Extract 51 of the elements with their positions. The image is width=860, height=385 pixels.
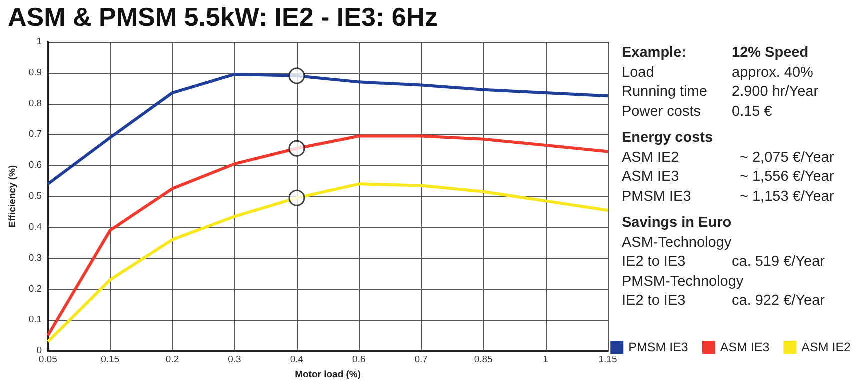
text: PMSM IE3 — [622, 188, 692, 206]
text: ASM-Technology — [622, 234, 732, 252]
chart-title: ASM & PMSM 5.5kW: IE2 - IE3: 6Hz — [8, 2, 438, 33]
x-tick-label: 0.7 — [414, 354, 428, 366]
legend-label: ASM IE3 — [720, 340, 770, 354]
x-tick-label: 1.15 — [598, 354, 618, 366]
y-tick-label: 0.4 — [28, 222, 42, 233]
text: Savings in Euro — [622, 214, 732, 233]
line-series — [46, 134, 610, 338]
x-tick-label: 1 — [543, 354, 548, 366]
text: ~ 2,075 €/Year — [739, 148, 834, 168]
x-tick-label: 0.2 — [166, 354, 180, 366]
line-series — [46, 182, 610, 344]
text: Load — [622, 64, 656, 82]
text: Power costs — [622, 102, 702, 122]
y-tick-label: 0.3 — [28, 252, 42, 264]
y-tick-label: 0.9 — [28, 67, 42, 78]
y-tick-label: 1 — [36, 36, 42, 48]
text: Example: — [622, 44, 688, 63]
text: approx. 40% — [732, 64, 814, 82]
text: 12% Speed — [732, 44, 809, 63]
legend-label: PMSM IE3 — [628, 340, 688, 354]
y-tick-label: 0.7 — [28, 129, 42, 140]
text: ca. 922 €/Year — [732, 292, 825, 311]
text: Energy costs — [622, 129, 714, 148]
x-tick-label: 0.05 — [38, 354, 58, 366]
y-tick-label: 0.5 — [28, 191, 42, 202]
text: Running time — [622, 83, 708, 102]
text: ~ 1,556 €/Year — [739, 168, 834, 187]
x-tick-label: 0.85 — [474, 354, 493, 366]
text: PMSM-Technology — [622, 272, 744, 292]
x-axis-title: Motor load (%) — [295, 370, 362, 380]
x-tick-label: 0.3 — [228, 354, 242, 366]
y-tick-label: 0.8 — [28, 98, 42, 110]
text: 0.15 € — [732, 102, 772, 122]
text: 2.900 hr/Year — [732, 83, 819, 102]
text: IE2 to IE3 — [622, 292, 687, 311]
text: IE2 to IE3 — [622, 253, 687, 272]
text: ASM IE2 — [622, 148, 680, 168]
text: ca. 519 €/Year — [732, 253, 825, 272]
legend-label: ASM IE2 — [802, 340, 852, 354]
x-tick-label: 0.15 — [101, 354, 120, 366]
y-tick-label: 0.2 — [28, 284, 42, 295]
y-tick-label: 0.6 — [28, 160, 42, 172]
y-tick-label: 0 — [36, 346, 42, 357]
text: ~ 1,153 €/Year — [739, 188, 834, 206]
text: ASM IE3 — [622, 168, 680, 187]
y-tick-label: 0.1 — [28, 314, 42, 326]
y-axis-title: Efficiency (%) — [8, 165, 18, 228]
x-tick-label: 0.4 — [290, 354, 304, 366]
x-tick-label: 0.6 — [352, 354, 366, 366]
